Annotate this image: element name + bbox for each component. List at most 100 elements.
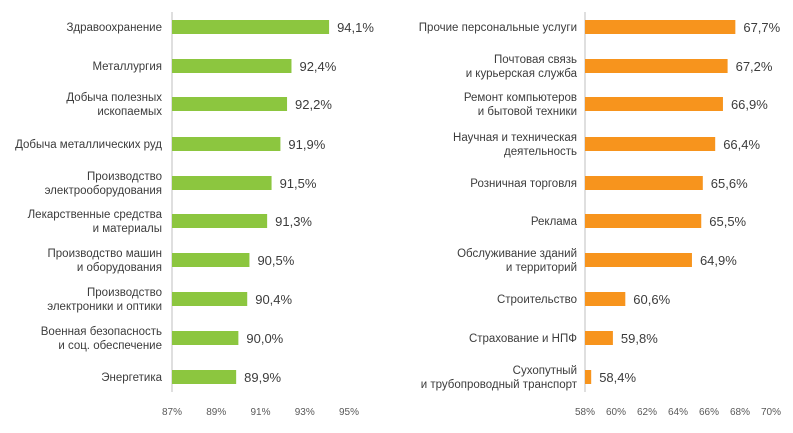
bar	[172, 214, 267, 228]
category-label: Лекарственные средства и материалы	[28, 209, 163, 235]
x-tick-label: 93%	[295, 407, 315, 418]
bar-value-label: 59,8%	[621, 331, 658, 346]
category-label: Розничная торговля	[470, 178, 577, 190]
category-label-line: Добыча полезных	[66, 92, 162, 104]
category-label-line: Научная и техническая	[453, 132, 577, 144]
category-label: Добыча полезных ископаемых	[66, 92, 162, 118]
bar	[172, 137, 280, 151]
category-label-line: Почтовая связь	[494, 54, 577, 66]
bar	[585, 331, 613, 345]
category-label: Почтовая связь и курьерская служба	[466, 54, 578, 80]
category-label: Металлургия	[92, 61, 162, 73]
bar-value-label: 91,5%	[280, 176, 317, 191]
x-tick-label: 89%	[206, 407, 226, 418]
bar-value-label: 66,4%	[723, 137, 760, 152]
category-label-line: Страхование и НПФ	[469, 333, 577, 345]
category-label-line: Ремонт компьютеров	[464, 92, 577, 104]
category-label-line: Обслуживание зданий	[457, 248, 577, 260]
bar-value-label: 66,9%	[731, 97, 768, 112]
category-label: Здравоохранение	[66, 22, 162, 34]
category-label-line: и бытовой техники	[478, 106, 577, 118]
category-label-line: Реклама	[531, 216, 578, 228]
bar-value-label: 58,4%	[599, 370, 636, 385]
category-label-line: и территорий	[506, 262, 577, 274]
category-label: Обслуживание зданий и территорий	[457, 248, 577, 274]
category-label: Производство электрооборудования	[45, 171, 162, 197]
bar	[172, 20, 329, 34]
category-label: Добыча металлических руд	[15, 139, 162, 151]
category-label-line: Военная безопасность	[41, 326, 162, 338]
x-tick-label: 68%	[730, 407, 750, 418]
category-label-line: электрооборудования	[45, 185, 162, 197]
bar	[172, 292, 247, 306]
category-label-line: Прочие персональные услуги	[419, 22, 577, 34]
category-label: Страхование и НПФ	[469, 333, 577, 345]
category-label-line: Энергетика	[101, 372, 162, 384]
category-label-line: электроники и оптики	[47, 301, 162, 313]
bar	[585, 370, 591, 384]
x-tick-label: 58%	[575, 407, 595, 418]
bar	[172, 253, 249, 267]
bar-value-label: 91,9%	[288, 137, 325, 152]
bar-value-label: 90,4%	[255, 292, 292, 307]
category-label: Реклама	[531, 216, 578, 228]
category-label-line: и соц. обеспечение	[58, 340, 162, 352]
x-tick-label: 91%	[250, 407, 270, 418]
bar	[172, 176, 272, 190]
bar-value-label: 65,5%	[709, 214, 746, 229]
x-tick-label: 87%	[162, 407, 182, 418]
category-label: Строительство	[497, 294, 577, 306]
chart-canvas: 87% 89% 91% 93% 95% 94,1% Здравоохранение 92,4%…	[0, 0, 793, 433]
bar	[172, 97, 287, 111]
x-tick-label: 66%	[699, 407, 719, 418]
bar-value-label: 90,0%	[246, 331, 283, 346]
category-label-line: Металлургия	[92, 61, 162, 73]
bar-value-label: 91,3%	[275, 214, 312, 229]
category-label-line: ископаемых	[97, 106, 162, 118]
bar-value-label: 94,1%	[337, 20, 374, 35]
category-label: Ремонт компьютеров и бытовой техники	[464, 92, 577, 118]
bar-value-label: 60,6%	[633, 292, 670, 307]
bar	[585, 292, 625, 306]
category-label-line: Производство машин	[48, 248, 162, 260]
bar-value-label: 65,6%	[711, 176, 748, 191]
x-tick-label: 64%	[668, 407, 688, 418]
category-label-line: Строительство	[497, 294, 577, 306]
category-label: Сухопутный и трубопроводный транспорт	[421, 365, 578, 391]
category-label-line: и материалы	[93, 223, 162, 235]
bar	[172, 59, 291, 73]
category-label-line: Добыча металлических руд	[15, 139, 162, 151]
category-label: Научная и техническая деятельность	[453, 132, 577, 158]
category-label-line: Лекарственные средства	[28, 209, 163, 221]
bar-value-label: 92,4%	[299, 59, 336, 74]
chart-left-panel: 87% 89% 91% 93% 95% 94,1% Здравоохранение 92,4%…	[15, 12, 374, 418]
bar-value-label: 89,9%	[244, 370, 281, 385]
category-label-line: и трубопроводный транспорт	[421, 379, 578, 391]
category-label-line: Производство	[87, 171, 162, 183]
category-label: Военная безопасность и соц. обеспечение	[41, 326, 162, 352]
bar-value-label: 90,5%	[257, 253, 294, 268]
x-tick-label: 62%	[637, 407, 657, 418]
category-label-line: Розничная торговля	[470, 178, 577, 190]
bar	[172, 331, 238, 345]
bar	[585, 20, 735, 34]
bar	[585, 137, 715, 151]
category-label-line: Производство	[87, 287, 162, 299]
bar-value-label: 67,2%	[736, 59, 773, 74]
category-label-line: Здравоохранение	[66, 22, 162, 34]
bar-value-label: 67,7%	[743, 20, 780, 35]
category-label-line: Сухопутный	[513, 365, 577, 377]
bar-value-label: 92,2%	[295, 97, 332, 112]
x-tick-label: 70%	[761, 407, 781, 418]
bar	[585, 59, 728, 73]
bar	[585, 176, 703, 190]
bar	[172, 370, 236, 384]
bar	[585, 214, 701, 228]
category-label-line: и курьерская служба	[466, 68, 578, 80]
bar	[585, 253, 692, 267]
x-tick-label: 95%	[339, 407, 359, 418]
x-tick-label: 60%	[606, 407, 626, 418]
category-label-line: и оборудования	[77, 262, 162, 274]
category-label: Производство электроники и оптики	[47, 287, 162, 313]
category-label: Прочие персональные услуги	[419, 22, 577, 34]
